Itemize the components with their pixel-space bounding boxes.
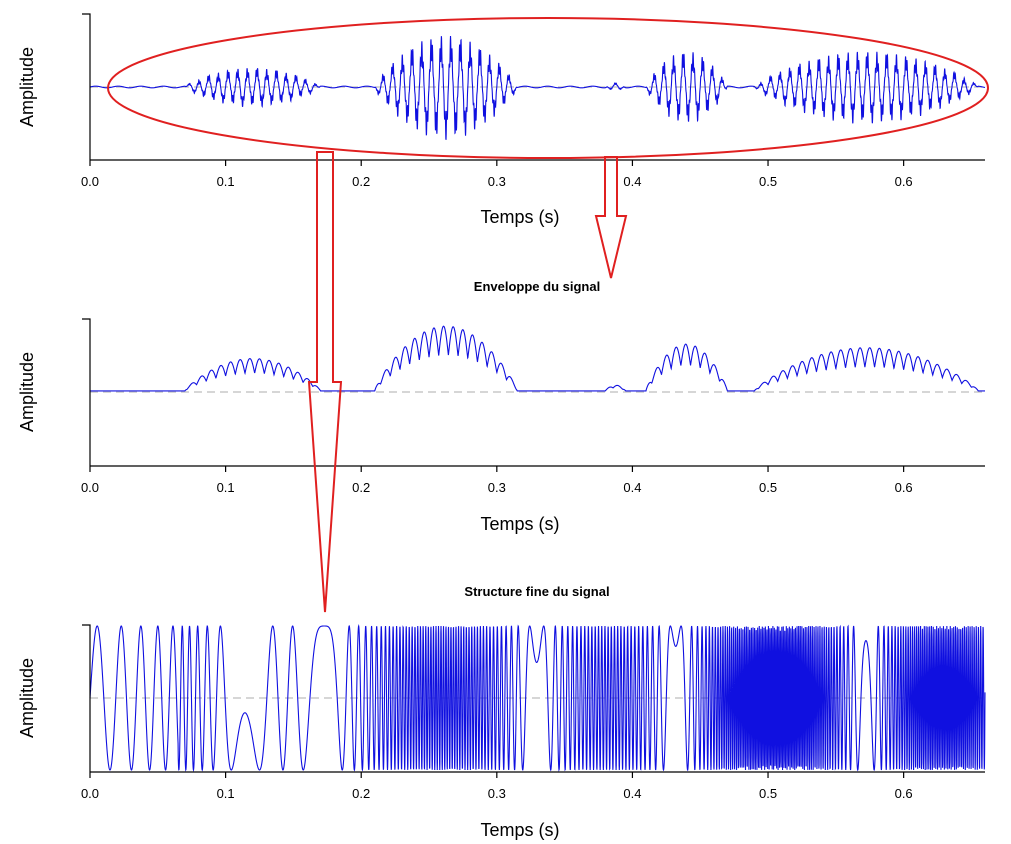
x-tick-label: 0.1 — [217, 786, 235, 801]
x-ticks: 0.0 0.1 0.2 0.3 0.4 0.5 0.6 — [81, 466, 913, 495]
fine-structure-waveform — [89, 623, 986, 773]
signal-panel: 0.0 0.1 0.2 0.3 0.4 0.5 0.6 Amplitude Temps (s… — [17, 13, 986, 227]
x-tick-label: 0.2 — [352, 174, 370, 189]
envelope-arrow — [594, 156, 628, 279]
x-axis-label: Temps (s) — [480, 514, 559, 534]
x-tick-label: 0.2 — [352, 786, 370, 801]
x-ticks: 0.0 0.1 0.2 0.3 0.4 0.5 0.6 — [81, 772, 913, 801]
highlight-ellipse — [107, 17, 989, 159]
panel-title: Structure fine du signal — [464, 584, 609, 599]
annotations — [107, 17, 989, 613]
x-tick-label: 0.0 — [81, 480, 99, 495]
x-ticks: 0.0 0.1 0.2 0.3 0.4 0.5 0.6 — [81, 160, 913, 189]
x-tick-label: 0.4 — [623, 480, 641, 495]
x-tick-label: 0.5 — [759, 174, 777, 189]
envelope-panel: Enveloppe du signal 0.0 0.1 0.2 0.3 0.4 0.5 0.… — [17, 279, 985, 534]
x-tick-label: 0.3 — [488, 480, 506, 495]
fine-structure-arrow — [307, 151, 343, 613]
y-axis — [82, 13, 91, 160]
x-tick-label: 0.2 — [352, 480, 370, 495]
x-axis-label: Temps (s) — [480, 207, 559, 227]
y-axis-label: Amplitude — [17, 47, 37, 127]
x-tick-label: 0.1 — [217, 480, 235, 495]
y-axis-label: Amplitude — [17, 658, 37, 738]
panel-title: Enveloppe du signal — [474, 279, 600, 294]
x-axis-label: Temps (s) — [480, 820, 559, 840]
x-tick-label: 0.5 — [759, 480, 777, 495]
y-axis — [82, 624, 91, 772]
signal-waveform — [89, 35, 986, 140]
x-tick-label: 0.1 — [217, 174, 235, 189]
y-axis — [82, 318, 91, 466]
envelope-waveform — [90, 325, 985, 392]
x-tick-label: 0.3 — [488, 786, 506, 801]
fine-structure-panel: Structure fine du signal 0.0 0.1 0.2 0.3 0.4… — [17, 584, 986, 840]
x-tick-label: 0.6 — [895, 786, 913, 801]
x-tick-label: 0.0 — [81, 174, 99, 189]
x-tick-label: 0.5 — [759, 786, 777, 801]
y-axis-label: Amplitude — [17, 352, 37, 432]
x-tick-label: 0.3 — [488, 174, 506, 189]
x-tick-label: 0.6 — [895, 480, 913, 495]
x-tick-label: 0.6 — [895, 174, 913, 189]
x-tick-label: 0.4 — [623, 174, 641, 189]
x-tick-label: 0.4 — [623, 786, 641, 801]
x-tick-label: 0.0 — [81, 786, 99, 801]
